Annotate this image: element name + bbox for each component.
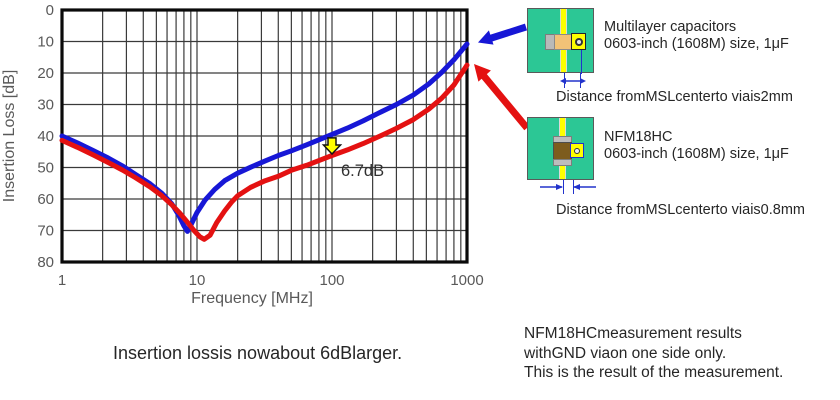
y-tick-label: 80 xyxy=(37,254,54,271)
y-tick-label: 0 xyxy=(46,2,54,19)
red-curve-nfm18hc xyxy=(59,62,470,242)
multilayer-capacitor-pcb-diagram xyxy=(527,8,594,74)
y-tick-label: 20 xyxy=(37,65,54,82)
y-tick-label: 40 xyxy=(37,128,54,145)
via-pad-icon xyxy=(574,147,580,154)
nfm18hc-pcb-diagram xyxy=(527,117,594,180)
bottom-right-caption: NFM18HCmeasurement results withGND viaon… xyxy=(524,324,783,383)
nfm-terminal-bottom xyxy=(553,159,572,166)
bottom-right-caption-line2: withGND viaon one side only. xyxy=(524,344,727,362)
x-tick-label: 1 xyxy=(58,272,66,289)
gnd-via xyxy=(571,33,586,50)
distance-dimension-arrow-icon xyxy=(560,78,586,84)
bottom-right-caption-line3: This is the result of the measurement. xyxy=(524,364,784,381)
capacitor-body xyxy=(554,34,572,50)
insertion-loss-chart: 0 10 20 30 40 50 60 70 801 10 100 1000 Insertion Lo… xyxy=(1,2,484,307)
red-pointer-arrow-icon xyxy=(474,64,530,131)
bottom-right-caption-line1: NFM18HCmeasurement results xyxy=(524,325,742,342)
nfm18hc-label-line1: NFM18HC xyxy=(604,129,673,145)
distance-dimension-arrows-icon xyxy=(540,184,596,190)
via-pad-icon xyxy=(574,37,583,46)
chart-plot-area: 0 10 20 30 40 50 60 70 801 10 100 1000 xyxy=(37,2,483,289)
via-guide-line xyxy=(581,49,582,74)
x-tick-label: 10 xyxy=(189,272,206,289)
blue-curve-multilayer-capacitor xyxy=(59,41,470,234)
nfm18hc-label-line2: 0603-inch (1608M) size, 1μF xyxy=(604,145,789,162)
x-tick-label: 1000 xyxy=(450,272,483,289)
y-tick-label: 60 xyxy=(37,191,54,208)
y-axis-title: Insertion Loss [dB] xyxy=(1,70,18,203)
gap-arrow-icon xyxy=(321,137,343,156)
multilayer-capacitor-label: Multilayer capacitors 0603-inch (1608M) … xyxy=(604,19,789,52)
distance-note-2mm: Distance fromMSLcenterto viais2mm xyxy=(556,89,793,105)
blue-pointer-arrow-icon xyxy=(478,23,528,45)
multilayer-capacitor-label-line2: 0603-inch (1608M) size, 1μF xyxy=(604,35,789,52)
distance-note-0-8mm: Distance fromMSLcenterto viais0.8mm xyxy=(556,202,805,218)
x-axis-title: Frequency [MHz] xyxy=(191,290,313,307)
x-tick-label: 100 xyxy=(319,272,344,289)
gnd-via xyxy=(570,143,584,158)
y-tick-label: 70 xyxy=(37,223,54,240)
multilayer-capacitor-label-line1: Multilayer capacitors xyxy=(604,19,737,35)
y-tick-label: 50 xyxy=(37,160,54,177)
y-tick-label: 10 xyxy=(37,34,54,51)
y-tick-label: 30 xyxy=(37,97,54,114)
bottom-left-caption: Insertion lossis nowabout 6dBlarger. xyxy=(113,343,403,363)
gap-annotation-label: 6.7dB xyxy=(341,162,384,180)
nfm18hc-label: NFM18HC 0603-inch (1608M) size, 1μF xyxy=(604,129,789,162)
